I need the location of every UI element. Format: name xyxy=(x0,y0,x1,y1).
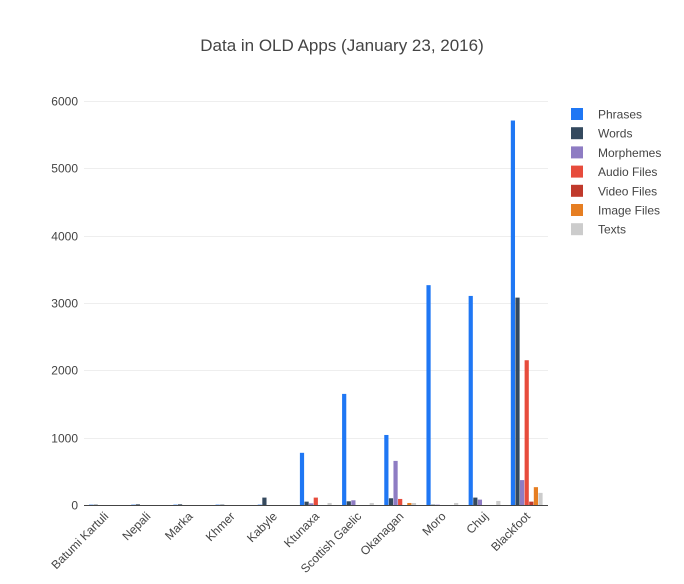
x-tick-label: Batumi Kartuli xyxy=(48,509,111,572)
bar-phrases xyxy=(510,120,516,505)
y-tick-label: 1000 xyxy=(51,432,78,446)
x-axis: Batumi Kartuli Nepali Marka Khmer Kabyle Ktun… xyxy=(48,509,533,576)
bar-audio-files xyxy=(398,498,403,505)
legend-swatch xyxy=(571,184,583,197)
bar-morphemes xyxy=(477,499,483,505)
bar-morphemes xyxy=(309,503,314,505)
bar-phrases xyxy=(342,393,347,505)
legend-swatch xyxy=(571,108,583,120)
bar-words xyxy=(262,497,267,505)
legend-label: Morphemes xyxy=(598,146,661,160)
bar-words xyxy=(388,498,394,505)
bar-words xyxy=(346,501,351,505)
y-tick-label: 5000 xyxy=(51,162,78,176)
bar-texts xyxy=(327,502,332,505)
legend-swatch xyxy=(571,146,583,159)
legend-swatch xyxy=(571,165,583,178)
legend: Phrases Words Morphemes Audio Files Video Fi… xyxy=(571,108,661,237)
bars xyxy=(88,120,543,505)
legend-label: Words xyxy=(598,127,632,141)
y-tick-label: 6000 xyxy=(51,95,78,109)
legend-label: Video Files xyxy=(598,184,657,198)
x-tick-label: Nepali xyxy=(119,509,153,543)
y-tick-label: 4000 xyxy=(51,230,78,244)
bar-morphemes xyxy=(520,480,525,505)
legend-label: Image Files xyxy=(598,204,660,218)
x-tick-label: Moro xyxy=(419,509,448,538)
bar-phrases xyxy=(426,285,431,505)
grid xyxy=(84,101,548,439)
y-tick-label: 3000 xyxy=(51,297,78,311)
bar-image-files xyxy=(407,502,412,505)
x-tick-label: Blackfoot xyxy=(488,509,533,554)
y-tick-label: 0 xyxy=(71,499,78,513)
bar-words xyxy=(135,504,140,505)
bar-texts xyxy=(369,502,374,505)
chart-title: Data in OLD Apps (January 23, 2016) xyxy=(200,36,484,55)
bar-morphemes xyxy=(393,460,398,505)
legend-label: Audio Files xyxy=(598,165,657,179)
bar-phrases xyxy=(384,434,389,505)
bar-texts xyxy=(538,492,543,505)
bar-phrases xyxy=(468,295,473,505)
bar-texts xyxy=(454,502,459,505)
bar-words xyxy=(515,297,520,505)
x-tick-label: Marka xyxy=(162,509,196,543)
bar-texts xyxy=(496,500,501,505)
bar-texts xyxy=(411,502,417,505)
bar-words xyxy=(473,497,478,505)
x-tick-label: Chuj xyxy=(463,509,490,536)
legend-label: Texts xyxy=(598,223,626,237)
y-tick-label: 2000 xyxy=(51,364,78,378)
legend-label: Phrases xyxy=(598,108,642,122)
legend-swatch xyxy=(571,223,583,236)
y-axis: 0 1000 2000 3000 4000 5000 6000 xyxy=(51,95,78,513)
bar-image-files xyxy=(533,487,539,505)
bar-video-files xyxy=(529,501,534,505)
legend-swatch xyxy=(571,204,583,216)
legend-swatch xyxy=(571,127,583,140)
bar-words xyxy=(304,501,309,505)
bar-morphemes xyxy=(351,500,356,505)
bar-words xyxy=(177,504,183,505)
x-tick-label: Kabyle xyxy=(244,509,280,545)
x-tick-label: Okanagan xyxy=(357,509,406,558)
bar-audio-files xyxy=(524,360,529,505)
bar-audio-files xyxy=(313,497,318,505)
x-tick-label: Ktunaxa xyxy=(281,509,322,550)
bar-phrases xyxy=(299,452,305,505)
x-tick-label: Khmer xyxy=(203,509,238,544)
